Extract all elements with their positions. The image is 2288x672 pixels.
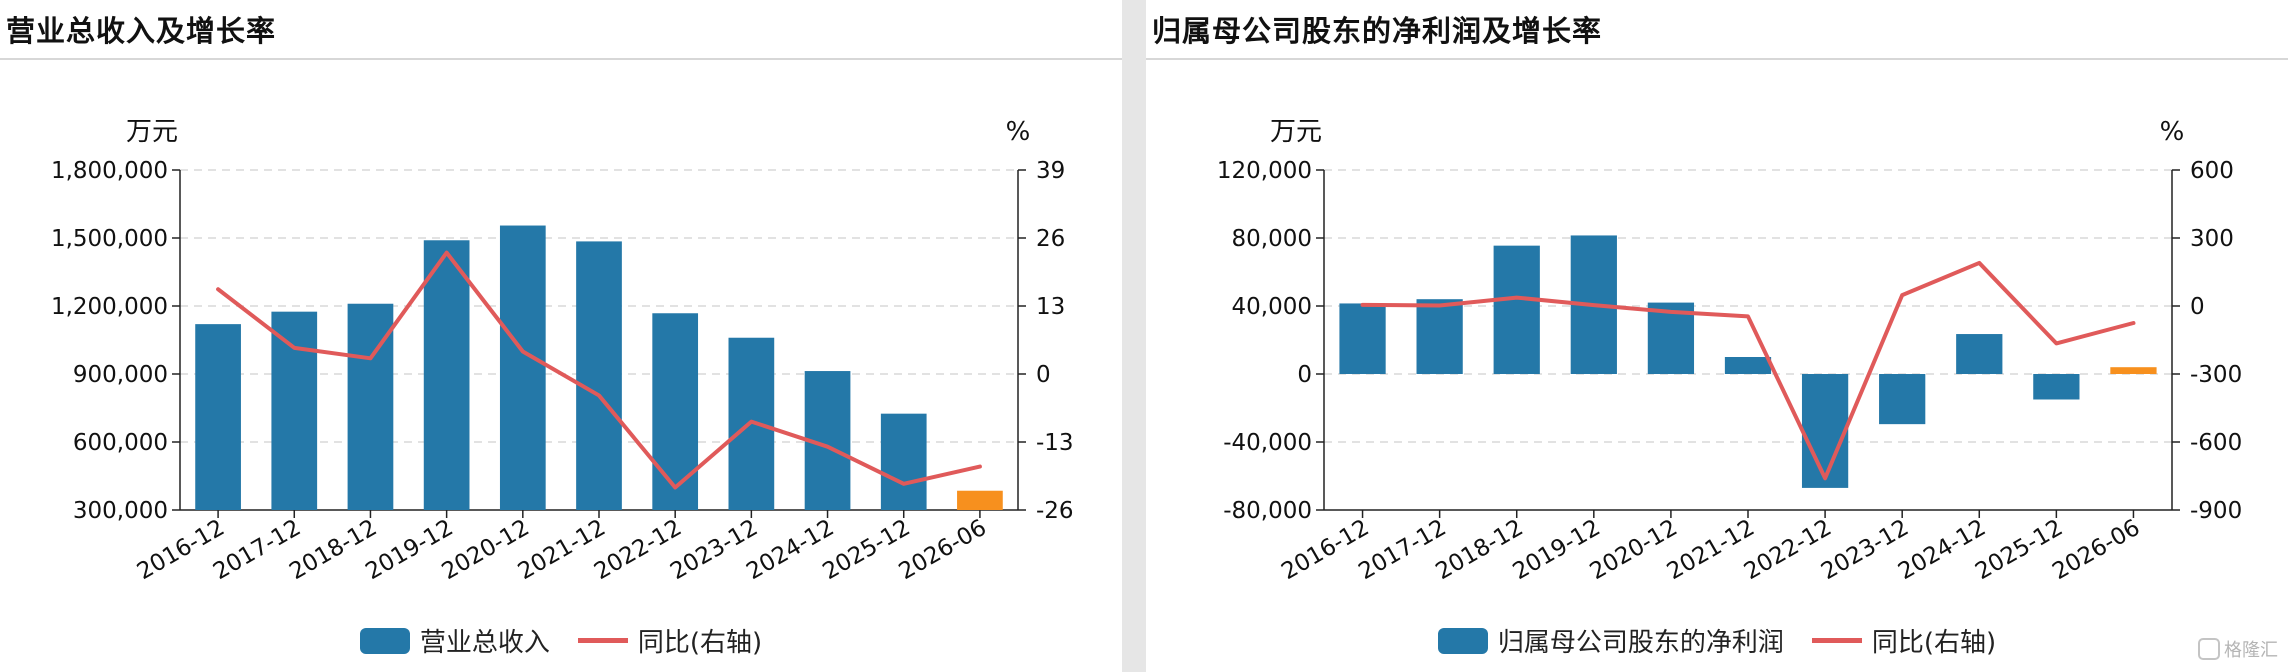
y2-tick-label: 39 bbox=[1036, 158, 1065, 184]
x-tick-label: 2020-12 bbox=[1586, 515, 1682, 586]
y2-tick-label: -300 bbox=[2190, 362, 2242, 388]
bar bbox=[1339, 303, 1386, 374]
x-tick-label: 2022-12 bbox=[1740, 515, 1836, 586]
y2-tick-label: 600 bbox=[2190, 158, 2234, 184]
y2-tick-label: 13 bbox=[1036, 294, 1065, 320]
bar bbox=[2110, 367, 2157, 374]
bar bbox=[1801, 374, 1849, 488]
x-tick-label: 2016-12 bbox=[133, 515, 229, 586]
chart-legend: 营业总收入 同比(右轴) bbox=[0, 622, 1122, 659]
title-divider bbox=[1146, 58, 2288, 60]
x-tick-label: 2022-12 bbox=[590, 515, 686, 586]
y-tick-label: 80,000 bbox=[1232, 226, 1312, 252]
title-divider bbox=[0, 58, 1122, 60]
y-tick-label: 120,000 bbox=[1217, 158, 1312, 184]
bar bbox=[880, 413, 927, 510]
net-profit-chart-panel: 归属母公司股东的净利润及增长率 -80,000 -40,000 0 40,000 80,… bbox=[1146, 0, 2288, 672]
legend-line-swatch bbox=[577, 638, 628, 643]
x-tick-label: 2024-12 bbox=[1894, 515, 1990, 586]
watermark: 格隆汇 bbox=[2198, 636, 2278, 662]
legend-item-bar[interactable]: 归属母公司股东的净利润 bbox=[1437, 622, 1784, 659]
x-tick-label: 2019-12 bbox=[1509, 515, 1605, 586]
y-tick-label: 0 bbox=[1297, 362, 1312, 388]
legend-line-swatch bbox=[1811, 638, 1862, 643]
y2-tick-label: 300 bbox=[2190, 226, 2234, 252]
x-tick-label: 2021-12 bbox=[1663, 515, 1759, 586]
legend-label: 营业总收入 bbox=[419, 628, 550, 658]
x-tick-label: 2023-12 bbox=[1817, 515, 1913, 586]
legend-item-bar[interactable]: 营业总收入 bbox=[359, 622, 550, 659]
chart-legend: 归属母公司股东的净利润 同比(右轴) bbox=[1146, 622, 2288, 659]
legend-label: 同比(右轴) bbox=[637, 628, 763, 658]
bar bbox=[1956, 334, 2003, 374]
bar bbox=[1724, 357, 1772, 374]
x-tick-label: 2018-12 bbox=[285, 515, 381, 586]
y2-tick-label: 26 bbox=[1036, 226, 1065, 252]
left-axis-unit: 万元 bbox=[1270, 117, 1322, 147]
revenue-chart-panel: 营业总收入及增长率 300,000 600,000 900,000 1,200,000… bbox=[0, 0, 1122, 672]
legend-bar-swatch bbox=[359, 627, 410, 654]
x-tick-label: 2026-06 bbox=[2048, 515, 2144, 586]
x-tick-label: 2025-12 bbox=[1971, 515, 2067, 586]
y-tick-label: 1,800,000 bbox=[51, 158, 168, 184]
x-tick-label: 2021-12 bbox=[514, 515, 610, 586]
watermark-text: 格隆汇 bbox=[2224, 640, 2278, 661]
bar bbox=[1879, 374, 1926, 425]
bar bbox=[195, 324, 241, 510]
bar bbox=[652, 313, 699, 510]
legend-label: 同比(右轴) bbox=[1871, 628, 1997, 658]
x-tick-label: 2016-12 bbox=[1277, 515, 1373, 586]
bar bbox=[1416, 299, 1463, 374]
panel-divider bbox=[1122, 0, 1146, 672]
chart-title: 营业总收入及增长率 bbox=[6, 14, 277, 48]
legend-bar-swatch bbox=[1437, 627, 1488, 654]
y-tick-label: 40,000 bbox=[1232, 294, 1312, 320]
x-tick-label: 2025-12 bbox=[818, 515, 914, 586]
revenue-chart: 300,000 600,000 900,000 1,200,000 1,500,000 1… bbox=[51, 117, 1074, 586]
bar bbox=[1493, 245, 1540, 374]
bar bbox=[576, 241, 622, 510]
x-tick-label: 2017-12 bbox=[209, 515, 305, 586]
x-tick-label: 2017-12 bbox=[1354, 515, 1450, 586]
y-tick-label: 1,500,000 bbox=[51, 226, 168, 252]
y2-tick-label: 0 bbox=[2190, 294, 2205, 320]
x-tick-label: 2026-06 bbox=[895, 515, 991, 586]
right-axis-unit: % bbox=[1006, 117, 1031, 147]
chart-title: 归属母公司股东的净利润及增长率 bbox=[1152, 14, 1603, 48]
bar bbox=[957, 490, 1003, 510]
x-tick-label: 2023-12 bbox=[666, 515, 762, 586]
bar bbox=[271, 311, 318, 510]
y2-tick-label: -26 bbox=[1036, 498, 1074, 524]
y-tick-label: 900,000 bbox=[73, 362, 168, 388]
y2-tick-label: -13 bbox=[1036, 430, 1074, 456]
watermark-logo-icon bbox=[2198, 638, 2220, 660]
bar bbox=[2033, 374, 2080, 400]
x-tick-label: 2018-12 bbox=[1431, 515, 1527, 586]
bar bbox=[499, 225, 546, 511]
y2-tick-label: -600 bbox=[2190, 430, 2242, 456]
x-tick-label: 2019-12 bbox=[361, 515, 457, 586]
legend-item-line[interactable]: 同比(右轴) bbox=[577, 622, 763, 659]
legend-item-line[interactable]: 同比(右轴) bbox=[1811, 622, 1997, 659]
bar bbox=[423, 240, 470, 510]
legend-label: 归属母公司股东的净利润 bbox=[1497, 628, 1784, 658]
x-tick-label: 2024-12 bbox=[742, 515, 838, 586]
y-tick-label: 1,200,000 bbox=[51, 294, 168, 320]
left-axis-unit: 万元 bbox=[126, 117, 178, 147]
y-tick-label: 300,000 bbox=[73, 498, 168, 524]
y2-tick-label: -900 bbox=[2190, 498, 2242, 524]
net-profit-chart: -80,000 -40,000 0 40,000 80,000 120,000 -900 -6… bbox=[1217, 117, 2242, 586]
x-tick-label: 2020-12 bbox=[438, 515, 534, 586]
y2-tick-label: 0 bbox=[1036, 362, 1051, 388]
y-tick-label: -40,000 bbox=[1223, 430, 1312, 456]
y-tick-label: -80,000 bbox=[1223, 498, 1312, 524]
right-axis-unit: % bbox=[2160, 117, 2185, 147]
y-tick-label: 600,000 bbox=[73, 430, 168, 456]
